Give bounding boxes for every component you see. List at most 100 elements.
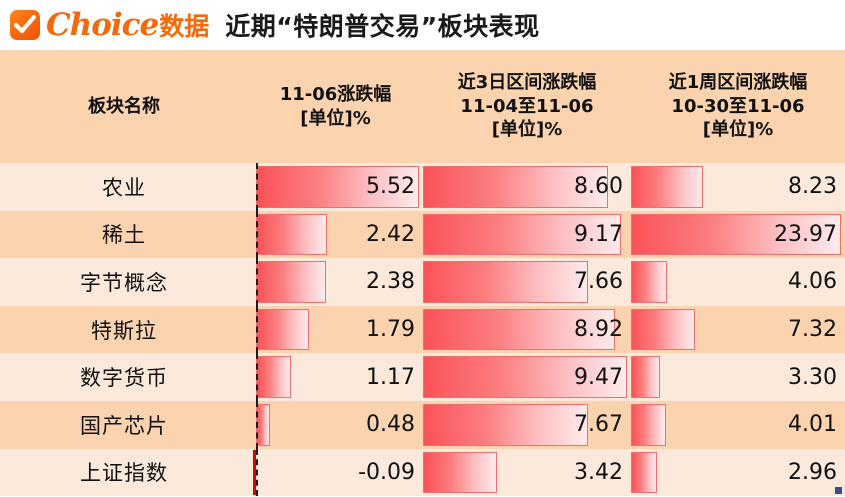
zero-baseline	[256, 353, 258, 401]
bar-cell-wrapper: 5.52	[248, 163, 423, 211]
value-label: 2.38	[366, 269, 415, 295]
table-row: 字节概念 2.38 7.66 4.06	[0, 258, 845, 306]
value-bar	[256, 308, 309, 351]
cell-sector-name: 字节概念	[0, 258, 248, 306]
brand-wordmark: Choice	[46, 6, 159, 43]
cell-value-w1: 23.97	[631, 210, 845, 259]
value-bar	[253, 449, 256, 496]
value-bar	[423, 403, 589, 446]
value-bar	[256, 356, 291, 398]
bar-cell-wrapper: -0.09	[248, 448, 423, 497]
column-header-day3-line-1: 近3日区间涨跌幅	[457, 71, 597, 93]
table-header: 板块名称 11-06涨跌幅 [单位]% 近3日区间涨跌幅 11-04至11-06…	[0, 50, 845, 163]
table-header-row: 板块名称 11-06涨跌幅 [单位]% 近3日区间涨跌幅 11-04至11-06…	[0, 50, 845, 163]
column-header-week1-line-1: 近1周区间涨跌幅	[668, 71, 808, 93]
value-label: 3.30	[788, 364, 837, 390]
column-header-week1: 近1周区间涨跌幅 10-30至11-06 [单位]%	[631, 50, 845, 163]
value-bar	[423, 451, 497, 494]
value-bar	[631, 166, 704, 208]
cell-value-d3: 7.67	[423, 400, 631, 449]
value-label: 4.01	[788, 412, 837, 438]
cell-value-d3: 7.66	[423, 258, 631, 306]
value-bar	[256, 403, 271, 446]
value-label: 7.32	[788, 317, 837, 343]
zero-baseline	[256, 448, 258, 497]
cell-value-d1: -0.09	[248, 448, 423, 497]
value-label: 9.47	[574, 364, 623, 390]
zero-baseline	[256, 258, 258, 306]
cell-value-d3: 8.60	[423, 163, 631, 211]
bar-cell-wrapper: 3.30	[631, 353, 845, 401]
value-bar	[631, 451, 657, 494]
page-title: 近期“特朗普交易”板块表现	[225, 12, 540, 41]
value-label: 9.17	[574, 221, 623, 247]
value-bar	[256, 261, 327, 303]
title-bar: Choice 数据 近期“特朗普交易”板块表现	[0, 0, 845, 50]
cell-value-d1: 1.79	[248, 305, 423, 354]
bar-cell-wrapper: 1.79	[248, 305, 423, 354]
value-bar	[423, 308, 616, 351]
bar-cell-wrapper: 9.47	[423, 353, 631, 401]
bar-cell-wrapper: 0.48	[248, 400, 423, 449]
value-bar	[256, 213, 328, 256]
bar-cell-wrapper: 7.32	[631, 306, 845, 354]
bar-cell-wrapper: 23.97	[631, 211, 845, 259]
bar-cell-wrapper: 3.42	[423, 449, 631, 497]
value-bar	[631, 356, 660, 398]
value-label: -0.09	[358, 459, 415, 485]
value-bar	[423, 261, 588, 303]
value-label: 8.60	[574, 174, 623, 200]
value-bar	[423, 356, 627, 398]
cell-value-d1: 2.38	[248, 258, 423, 306]
cell-value-d1: 5.52	[248, 163, 423, 211]
column-header-day1-line-2: [单位]%	[300, 107, 371, 129]
column-header-day3: 近3日区间涨跌幅 11-04至11-06 [单位]%	[423, 50, 631, 163]
column-header-name: 板块名称	[0, 50, 248, 163]
zero-baseline	[256, 305, 258, 354]
bar-cell-wrapper: 2.96	[631, 449, 845, 497]
value-label: 2.42	[366, 221, 415, 247]
bar-cell-wrapper: 7.66	[423, 258, 631, 306]
cell-sector-name: 农业	[0, 163, 248, 211]
value-label: 5.52	[366, 174, 415, 200]
value-label: 8.92	[574, 317, 623, 343]
value-label: 1.79	[366, 317, 415, 343]
cell-value-w1: 7.32	[631, 305, 845, 354]
bar-cell-wrapper: 8.23	[631, 163, 845, 211]
value-bar	[423, 213, 621, 256]
value-bar	[423, 166, 609, 208]
cell-sector-name: 国产芯片	[0, 400, 248, 449]
cell-value-w1: 3.30	[631, 353, 845, 401]
cell-value-d3: 3.42	[423, 448, 631, 497]
corner-marker	[835, 487, 842, 494]
column-header-day1-line-1: 11-06涨跌幅	[279, 83, 392, 105]
cell-sector-name: 上证指数	[0, 448, 248, 497]
cell-value-d1: 2.42	[248, 210, 423, 259]
value-label: 8.23	[788, 174, 837, 200]
value-bar	[631, 261, 667, 303]
cell-sector-name: 数字货币	[0, 353, 248, 401]
cell-value-d3: 9.17	[423, 210, 631, 259]
value-label: 3.42	[574, 459, 623, 485]
cell-value-d1: 1.17	[248, 353, 423, 401]
value-bar	[631, 403, 667, 446]
bar-cell-wrapper: 2.42	[248, 210, 423, 259]
value-bar	[256, 166, 419, 208]
value-label: 2.96	[788, 459, 837, 485]
bar-cell-wrapper: 8.60	[423, 163, 631, 211]
bar-cell-wrapper: 7.67	[423, 401, 631, 449]
column-header-day3-line-2: 11-04至11-06	[460, 95, 594, 117]
value-label: 23.97	[774, 221, 837, 247]
sector-performance-table: 板块名称 11-06涨跌幅 [单位]% 近3日区间涨跌幅 11-04至11-06…	[0, 50, 845, 497]
table-row: 数字货币 1.17 9.47 3.30	[0, 353, 845, 401]
cell-value-w1: 8.23	[631, 163, 845, 211]
choice-check-icon	[10, 10, 40, 40]
cell-value-d3: 9.47	[423, 353, 631, 401]
zero-baseline	[256, 400, 258, 449]
bar-cell-wrapper: 9.17	[423, 211, 631, 259]
column-header-name-line-1: 板块名称	[88, 95, 160, 117]
column-header-day3-line-3: [单位]%	[491, 119, 563, 141]
table-row: 特斯拉 1.79 8.92 7.32	[0, 305, 845, 354]
cell-value-w1: 2.96	[631, 448, 845, 497]
value-label: 1.17	[366, 364, 415, 390]
